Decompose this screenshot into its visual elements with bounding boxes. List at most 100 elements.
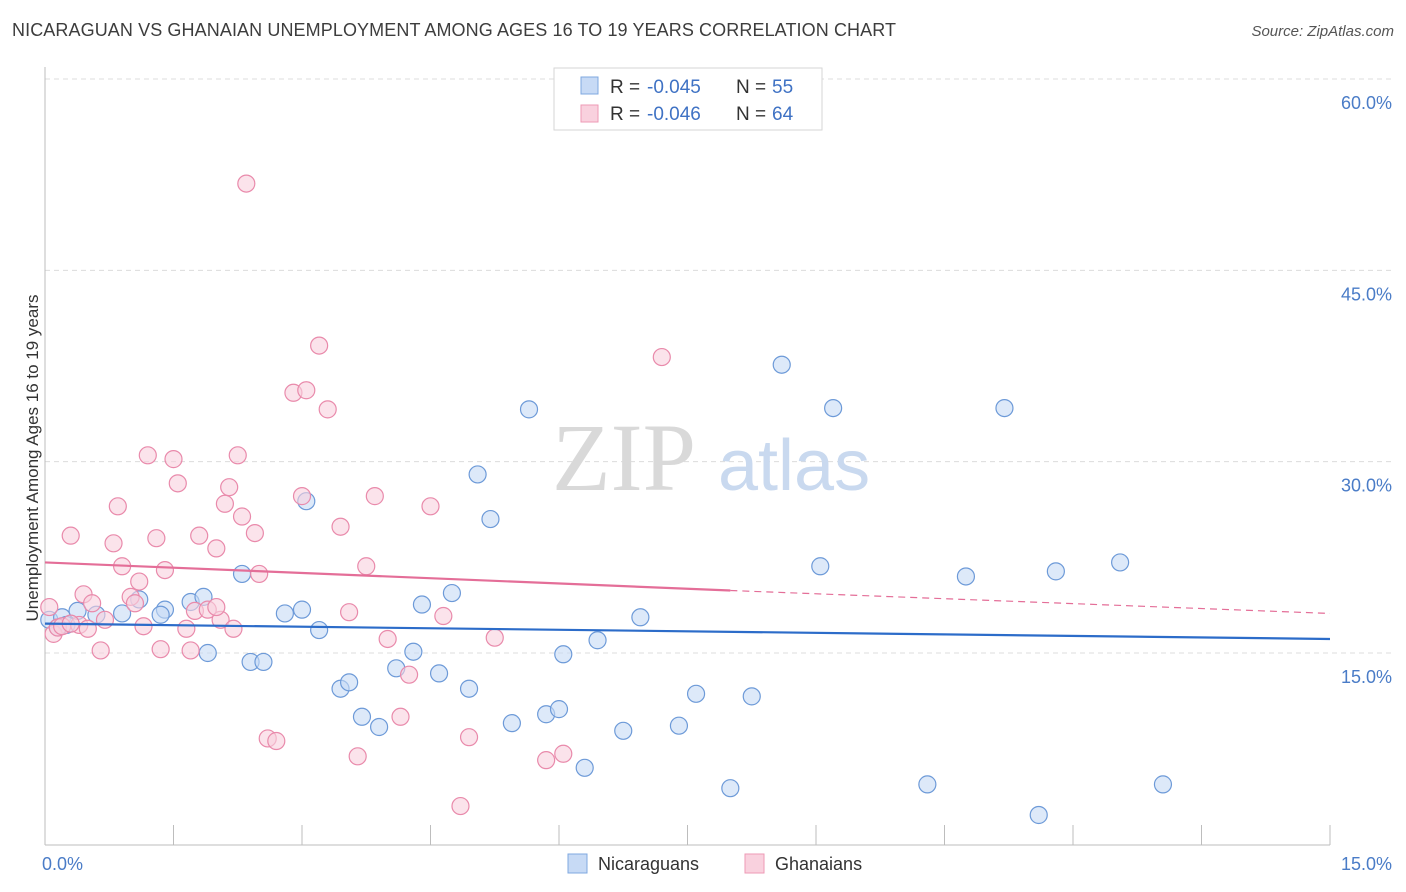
watermark-atlas: atlas <box>718 426 870 506</box>
data-point <box>164 450 183 469</box>
legend-r-value: -0.045 <box>647 77 701 98</box>
data-point <box>177 619 196 638</box>
data-point <box>429 664 449 683</box>
data-point <box>721 779 740 798</box>
data-point <box>91 641 110 660</box>
data-point <box>652 347 671 367</box>
bottom-legend: Nicaraguans Ghanaians <box>567 853 862 874</box>
data-point <box>1111 553 1130 572</box>
data-point <box>147 529 166 548</box>
data-point <box>956 567 976 586</box>
bottom-legend-swatch-ghanaians <box>744 853 765 874</box>
data-point <box>811 557 830 576</box>
data-point <box>292 600 312 619</box>
watermark-zip: ZIP <box>552 404 696 511</box>
data-point <box>275 604 294 623</box>
y-tick-label: 45.0% <box>1341 284 1392 304</box>
data-point <box>459 728 479 747</box>
data-point <box>391 707 410 726</box>
data-point <box>168 474 187 493</box>
legend-n-label: N = <box>736 77 766 98</box>
data-point <box>340 673 359 692</box>
data-point <box>669 716 689 735</box>
bottom-legend-label-nicaraguans: Nicaraguans <box>598 854 699 874</box>
data-point <box>824 398 843 418</box>
data-point <box>412 595 432 614</box>
series-nicaraguans <box>40 355 1173 825</box>
data-point <box>138 446 157 465</box>
data-point <box>297 381 316 400</box>
data-point <box>267 731 286 751</box>
data-point <box>404 642 423 661</box>
data-point <box>686 684 706 703</box>
data-point <box>198 643 217 663</box>
data-point <box>442 583 462 603</box>
data-point <box>1029 805 1048 825</box>
data-point <box>772 355 791 374</box>
x-tick-label: 0.0% <box>42 854 83 874</box>
data-point <box>155 560 175 580</box>
tick-labels: 15.0% 30.0% 45.0% 60.0% 0.0% 15.0% <box>42 93 1392 874</box>
data-point <box>207 597 226 617</box>
data-point <box>614 721 633 740</box>
data-point <box>451 796 470 816</box>
data-point <box>232 564 252 584</box>
legend-swatch-nicaraguans <box>580 76 599 95</box>
chart-title: NICARAGUAN VS GHANAIAN UNEMPLOYMENT AMON… <box>12 20 897 40</box>
source-label: Source: ZipAtlas.com <box>1251 23 1394 40</box>
legend-r-label: R = <box>610 104 640 125</box>
bottom-legend-swatch-nicaraguans <box>567 853 588 874</box>
data-point <box>104 534 123 553</box>
data-point <box>1153 775 1173 794</box>
legend-n-value: 55 <box>772 77 793 98</box>
data-point <box>112 604 132 623</box>
data-point <box>207 539 226 558</box>
data-point <box>224 619 243 638</box>
data-point <box>995 398 1014 418</box>
data-point <box>254 652 273 672</box>
data-point <box>215 494 234 513</box>
data-point <box>459 679 479 698</box>
data-point <box>125 594 145 613</box>
trend-line-extension <box>730 589 1331 615</box>
data-point <box>554 744 573 763</box>
data-point <box>61 526 80 545</box>
data-point <box>1046 562 1065 581</box>
data-point <box>250 564 269 584</box>
data-point <box>181 641 200 660</box>
data-point <box>421 497 440 516</box>
data-point <box>481 509 500 529</box>
data-point <box>228 446 247 465</box>
legend-r-label: R = <box>610 77 640 98</box>
data-point <box>151 605 170 624</box>
data-point <box>237 174 256 193</box>
data-point <box>575 758 594 777</box>
data-point <box>742 687 761 706</box>
data-point <box>399 665 419 684</box>
trend-lines <box>44 561 1331 641</box>
data-point <box>108 497 127 516</box>
data-point <box>502 714 521 733</box>
data-point <box>631 608 650 627</box>
data-point <box>485 628 504 647</box>
axes <box>44 67 1331 846</box>
data-point <box>468 465 487 484</box>
data-point <box>378 629 397 649</box>
legend-r-value: -0.046 <box>647 104 701 125</box>
data-point <box>434 606 453 626</box>
data-point <box>340 603 359 622</box>
data-point <box>365 487 384 506</box>
data-point <box>130 572 149 591</box>
bottom-legend-label-ghanaians: Ghanaians <box>775 854 862 874</box>
data-point <box>190 526 209 545</box>
x-tick-label: 15.0% <box>1341 854 1392 874</box>
legend-swatch-ghanaians <box>580 104 599 123</box>
data-point <box>357 557 376 576</box>
data-point <box>331 517 350 536</box>
data-point <box>318 400 337 419</box>
y-tick-label: 15.0% <box>1341 667 1392 687</box>
data-point <box>554 645 573 664</box>
y-axis-label: Unemployment Among Ages 16 to 19 years <box>23 295 42 622</box>
data-point <box>519 400 539 419</box>
